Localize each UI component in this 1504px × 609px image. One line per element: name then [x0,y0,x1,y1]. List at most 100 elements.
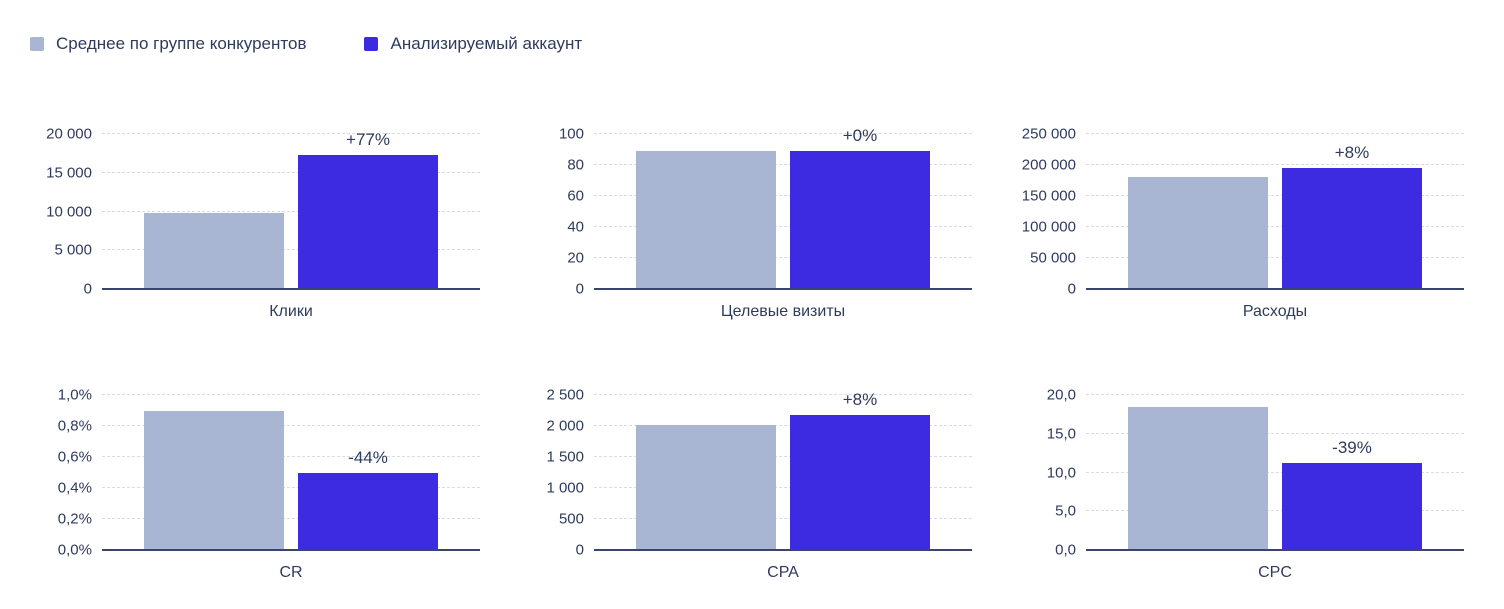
y-tick-label: 2 000 [546,417,584,435]
y-tick-label: 0 [1067,280,1076,298]
y-axis: 0 5 000 10 000 15 000 20 000 [20,126,102,298]
gridline [594,456,972,457]
gridline [594,164,972,165]
plot: +77% [102,130,480,290]
y-axis: 0,0 5,0 10,0 15,0 20,0 [1004,387,1086,559]
legend: Среднее по группе конкурентов Анализируе… [0,0,1504,54]
chart-title: Расходы [1242,303,1308,320]
gridline [102,425,480,426]
gridline [1086,394,1464,395]
chart-title: Клики [269,303,313,320]
legend-item-competitor-average: Среднее по группе конкурентов [30,34,306,54]
y-tick-label: 100 000 [1021,218,1076,236]
bar-analyzed-account: +8% [790,390,930,550]
legend-label-competitor-average: Среднее по группе конкурентов [56,34,307,53]
y-tick-label: 10 000 [46,203,92,220]
chart-cpa: 0 500 1 000 1 500 2 000 2 500 +8% CPA [512,367,972,582]
chart-plot-area: 0 20 40 60 80 100 +0% [512,126,972,298]
charts-grid: 0 5 000 10 000 15 000 20 000 +77% Клики 0 20 40 60… [0,106,1504,582]
chart-plot-area: 0 500 1 000 1 500 2 000 2 500 +8% [512,387,972,559]
gridline [102,249,480,251]
bar-analyzed-account: +77% [298,130,438,289]
bar-analyzed-account: -39% [1282,438,1422,550]
bar-competitor-average [1128,407,1268,550]
y-tick-label: 80 [567,156,584,174]
y-tick-label: 1 500 [546,448,584,466]
y-tick-label: 200 000 [1021,156,1076,174]
chart-plot-area: 0,0% 0,2% 0,4% 0,6% 0,8% 1,0% -44% [20,387,480,559]
chart-title: CPA [767,564,799,581]
bars: +8% [1086,134,1464,289]
x-axis-baseline [594,288,972,290]
bars: +77% [102,130,480,289]
y-tick-label: 0 [575,541,584,559]
delta-label: -39% [1332,438,1372,458]
plot: +0% [594,126,972,290]
y-tick-label: 5,0 [1055,502,1076,520]
y-tick-label: 1 000 [546,479,584,497]
x-axis-baseline [594,549,972,551]
delta-label: +0% [842,126,878,146]
x-axis-baseline [102,549,480,551]
plot: -44% [102,394,480,551]
chart-title: CPC [1258,564,1292,581]
competitor-swatch-icon [30,37,44,51]
gridline [594,226,972,227]
gridline [594,518,972,519]
y-tick-label: 0,0 [1055,541,1076,559]
y-axis: 0 500 1 000 1 500 2 000 2 500 [512,387,594,559]
y-tick-label: 5 000 [54,241,92,259]
gridline [1086,510,1464,512]
gridline [102,171,480,173]
gridline [102,394,480,395]
bar-competitor-average [636,424,776,550]
y-tick-label: 20,0 [1046,386,1076,404]
account-swatch-icon [364,37,379,51]
bar-analyzed-account: +8% [1282,143,1422,289]
bar-competitor-average [144,213,284,289]
chart-расходы: 0 50 000 100 000 150 000 200 000 250 000 +8% Ра… [1004,106,1464,321]
chart-plot-area: 0 50 000 100 000 150 000 200 000 250 000 +8% [1004,126,1464,298]
plot: +8% [1086,133,1464,290]
legend-item-analyzed-account: Анализируемый аккаунт [364,34,582,54]
gridline [1086,471,1464,473]
chart-cpc: 0,0 5,0 10,0 15,0 20,0 -39% CPC [1004,367,1464,582]
y-tick-label: 250 000 [1021,125,1076,143]
y-tick-label: 150 000 [1021,187,1076,205]
delta-label: +8% [842,389,878,409]
chart-title: Целевые визиты [720,303,846,320]
x-axis-baseline [1086,288,1464,290]
y-tick-label: 2 500 [546,386,584,404]
bar-competitor-average [636,151,776,289]
y-tick-label: 0,6% [57,448,92,466]
y-tick-label: 15 000 [46,164,92,182]
gridline [594,195,972,196]
plot: -39% [1086,394,1464,551]
x-axis-baseline [1086,549,1464,551]
gridline [102,487,480,488]
y-tick-label: 0,0% [57,541,92,559]
gridline [594,487,972,488]
bars: +0% [594,126,972,289]
chart-plot-area: 0,0 5,0 10,0 15,0 20,0 -39% [1004,387,1464,559]
y-tick-label: 40 [567,218,584,236]
bar-competitor-average [1128,177,1268,289]
legend-label-analyzed-account: Анализируемый аккаунт [390,34,583,53]
delta-label: +8% [1334,143,1370,163]
y-tick-label: 1,0% [57,386,92,404]
bars: -44% [102,395,480,550]
y-tick-label: 20 [567,249,584,267]
y-tick-label: 100 [558,125,584,143]
y-tick-label: 50 000 [1030,249,1076,267]
chart-plot-area: 0 5 000 10 000 15 000 20 000 +77% [20,126,480,298]
bar-analyzed-account: -44% [298,448,438,550]
gridline [594,394,972,395]
y-axis: 0,0% 0,2% 0,4% 0,6% 0,8% 1,0% [20,387,102,559]
bars: +8% [594,390,972,550]
y-tick-label: 0,4% [57,479,92,497]
gridline [102,210,480,212]
x-axis-baseline [102,288,480,290]
y-tick-label: 20 000 [46,125,92,143]
y-tick-label: 0,8% [57,417,92,435]
